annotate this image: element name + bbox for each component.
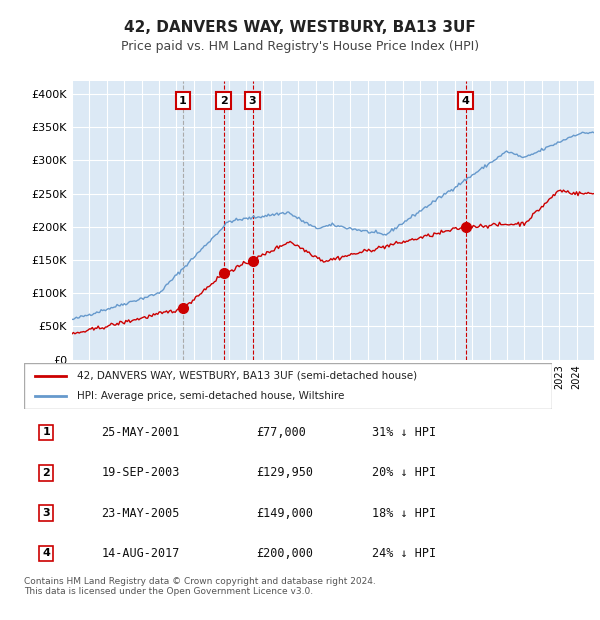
Text: HPI: Average price, semi-detached house, Wiltshire: HPI: Average price, semi-detached house,… [77, 391, 344, 401]
Text: 24% ↓ HPI: 24% ↓ HPI [372, 547, 436, 560]
Text: Contains HM Land Registry data © Crown copyright and database right 2024.
This d: Contains HM Land Registry data © Crown c… [24, 577, 376, 596]
Text: 20% ↓ HPI: 20% ↓ HPI [372, 466, 436, 479]
Text: £77,000: £77,000 [256, 426, 306, 439]
Text: 3: 3 [42, 508, 50, 518]
Text: 42, DANVERS WAY, WESTBURY, BA13 3UF: 42, DANVERS WAY, WESTBURY, BA13 3UF [124, 20, 476, 35]
FancyBboxPatch shape [24, 363, 552, 409]
Text: 23-MAY-2005: 23-MAY-2005 [101, 507, 179, 520]
Text: 2: 2 [220, 95, 227, 105]
Text: 4: 4 [461, 95, 470, 105]
Text: 14-AUG-2017: 14-AUG-2017 [101, 547, 179, 560]
Text: 1: 1 [179, 95, 187, 105]
Text: 25-MAY-2001: 25-MAY-2001 [101, 426, 179, 439]
Text: 31% ↓ HPI: 31% ↓ HPI [372, 426, 436, 439]
Text: 4: 4 [42, 548, 50, 559]
Text: 1: 1 [42, 427, 50, 438]
Text: 18% ↓ HPI: 18% ↓ HPI [372, 507, 436, 520]
Text: £129,950: £129,950 [256, 466, 313, 479]
Text: £200,000: £200,000 [256, 547, 313, 560]
Text: 19-SEP-2003: 19-SEP-2003 [101, 466, 179, 479]
Text: Price paid vs. HM Land Registry's House Price Index (HPI): Price paid vs. HM Land Registry's House … [121, 40, 479, 53]
Text: 2: 2 [42, 467, 50, 478]
Text: 3: 3 [249, 95, 256, 105]
Text: £149,000: £149,000 [256, 507, 313, 520]
Text: 42, DANVERS WAY, WESTBURY, BA13 3UF (semi-detached house): 42, DANVERS WAY, WESTBURY, BA13 3UF (sem… [77, 371, 417, 381]
